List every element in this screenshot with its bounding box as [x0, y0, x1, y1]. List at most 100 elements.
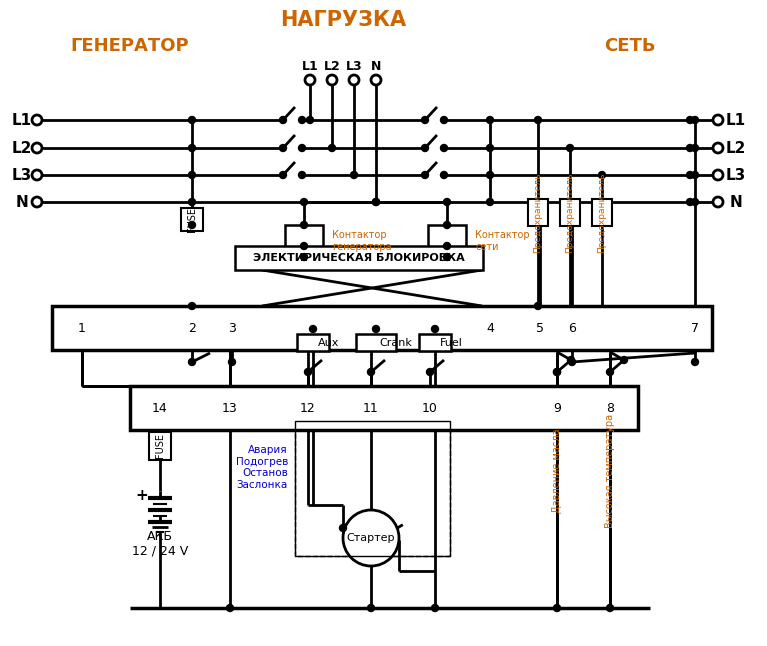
- Text: 2: 2: [188, 322, 196, 335]
- Circle shape: [713, 197, 723, 207]
- Text: FUSE: FUSE: [187, 207, 197, 232]
- Circle shape: [486, 198, 493, 205]
- Circle shape: [298, 171, 305, 178]
- Circle shape: [692, 359, 699, 366]
- Circle shape: [554, 605, 561, 612]
- Text: Fuel: Fuel: [439, 338, 463, 348]
- Text: 6: 6: [568, 322, 576, 335]
- Text: 11: 11: [363, 402, 379, 415]
- Circle shape: [713, 115, 723, 125]
- Text: L3: L3: [726, 167, 746, 183]
- Text: 12: 12: [300, 402, 316, 415]
- Circle shape: [373, 326, 380, 333]
- Circle shape: [713, 170, 723, 180]
- Circle shape: [226, 605, 233, 612]
- Circle shape: [304, 368, 311, 375]
- Circle shape: [692, 171, 699, 178]
- Text: L3: L3: [12, 167, 32, 183]
- Bar: [285, 225, 323, 257]
- Circle shape: [373, 198, 380, 205]
- Circle shape: [340, 525, 347, 532]
- Circle shape: [298, 145, 305, 152]
- Circle shape: [305, 75, 315, 85]
- Text: 5: 5: [536, 322, 544, 335]
- Circle shape: [443, 198, 450, 205]
- Circle shape: [298, 116, 305, 123]
- Circle shape: [607, 368, 614, 375]
- Circle shape: [443, 242, 450, 249]
- Circle shape: [440, 171, 447, 178]
- Circle shape: [189, 222, 196, 229]
- Bar: [130, 386, 638, 430]
- Text: FUSE: FUSE: [155, 433, 165, 459]
- Circle shape: [713, 143, 723, 153]
- Text: Стартер: Стартер: [347, 533, 395, 543]
- Text: L2: L2: [12, 140, 32, 156]
- Circle shape: [327, 75, 337, 85]
- Circle shape: [535, 116, 542, 123]
- Circle shape: [554, 368, 561, 375]
- Text: Давление масла: Давление масла: [552, 429, 562, 514]
- Text: Предохранитель: Предохранитель: [597, 172, 607, 253]
- Text: 13: 13: [222, 402, 238, 415]
- Text: L1: L1: [301, 59, 318, 72]
- Bar: [560, 199, 580, 226]
- Circle shape: [189, 145, 196, 152]
- Circle shape: [686, 171, 693, 178]
- Circle shape: [554, 368, 561, 375]
- Circle shape: [301, 242, 308, 249]
- Circle shape: [279, 171, 287, 178]
- Circle shape: [443, 222, 450, 229]
- Text: Контактор
сети: Контактор сети: [475, 230, 530, 252]
- Circle shape: [301, 198, 308, 205]
- Bar: [419, 334, 451, 351]
- Bar: [235, 246, 483, 270]
- Circle shape: [307, 116, 314, 123]
- Text: Aux: Aux: [318, 338, 340, 348]
- Bar: [52, 306, 712, 350]
- Text: L3: L3: [346, 59, 362, 72]
- Text: АКБ
12 / 24 V: АКБ 12 / 24 V: [132, 530, 188, 558]
- Text: 14: 14: [152, 402, 168, 415]
- Text: Контактор
генератора: Контактор генератора: [332, 230, 392, 252]
- Circle shape: [189, 302, 196, 309]
- Text: L1: L1: [12, 112, 32, 127]
- Bar: [181, 208, 203, 231]
- Circle shape: [189, 359, 196, 366]
- Circle shape: [568, 357, 574, 364]
- Bar: [297, 334, 329, 351]
- Text: 3: 3: [228, 322, 236, 335]
- Bar: [428, 225, 466, 257]
- Bar: [592, 199, 612, 226]
- Text: 10: 10: [422, 402, 438, 415]
- Circle shape: [189, 171, 196, 178]
- Circle shape: [692, 116, 699, 123]
- Text: L2: L2: [726, 140, 746, 156]
- Circle shape: [422, 171, 429, 178]
- Circle shape: [607, 605, 614, 612]
- Bar: [295, 421, 450, 556]
- Bar: [149, 432, 171, 460]
- Text: Предохранитель: Предохранитель: [534, 172, 542, 253]
- Text: +: +: [136, 488, 148, 503]
- Text: НАГРУЗКА: НАГРУЗКА: [280, 10, 406, 30]
- Circle shape: [426, 368, 433, 375]
- Circle shape: [486, 116, 493, 123]
- Circle shape: [686, 116, 693, 123]
- Circle shape: [32, 115, 42, 125]
- Circle shape: [486, 145, 493, 152]
- Text: N: N: [15, 194, 28, 209]
- Text: 7: 7: [691, 322, 699, 335]
- Circle shape: [422, 145, 429, 152]
- Circle shape: [371, 75, 381, 85]
- Circle shape: [567, 145, 574, 152]
- Bar: [356, 334, 396, 351]
- Circle shape: [367, 368, 374, 375]
- Circle shape: [189, 198, 196, 205]
- Circle shape: [328, 145, 335, 152]
- Text: Высокая температура: Высокая температура: [605, 414, 615, 528]
- Text: N: N: [729, 194, 742, 209]
- Circle shape: [349, 75, 359, 85]
- Text: Crank: Crank: [380, 338, 413, 348]
- Text: Предохранитель: Предохранитель: [565, 172, 574, 253]
